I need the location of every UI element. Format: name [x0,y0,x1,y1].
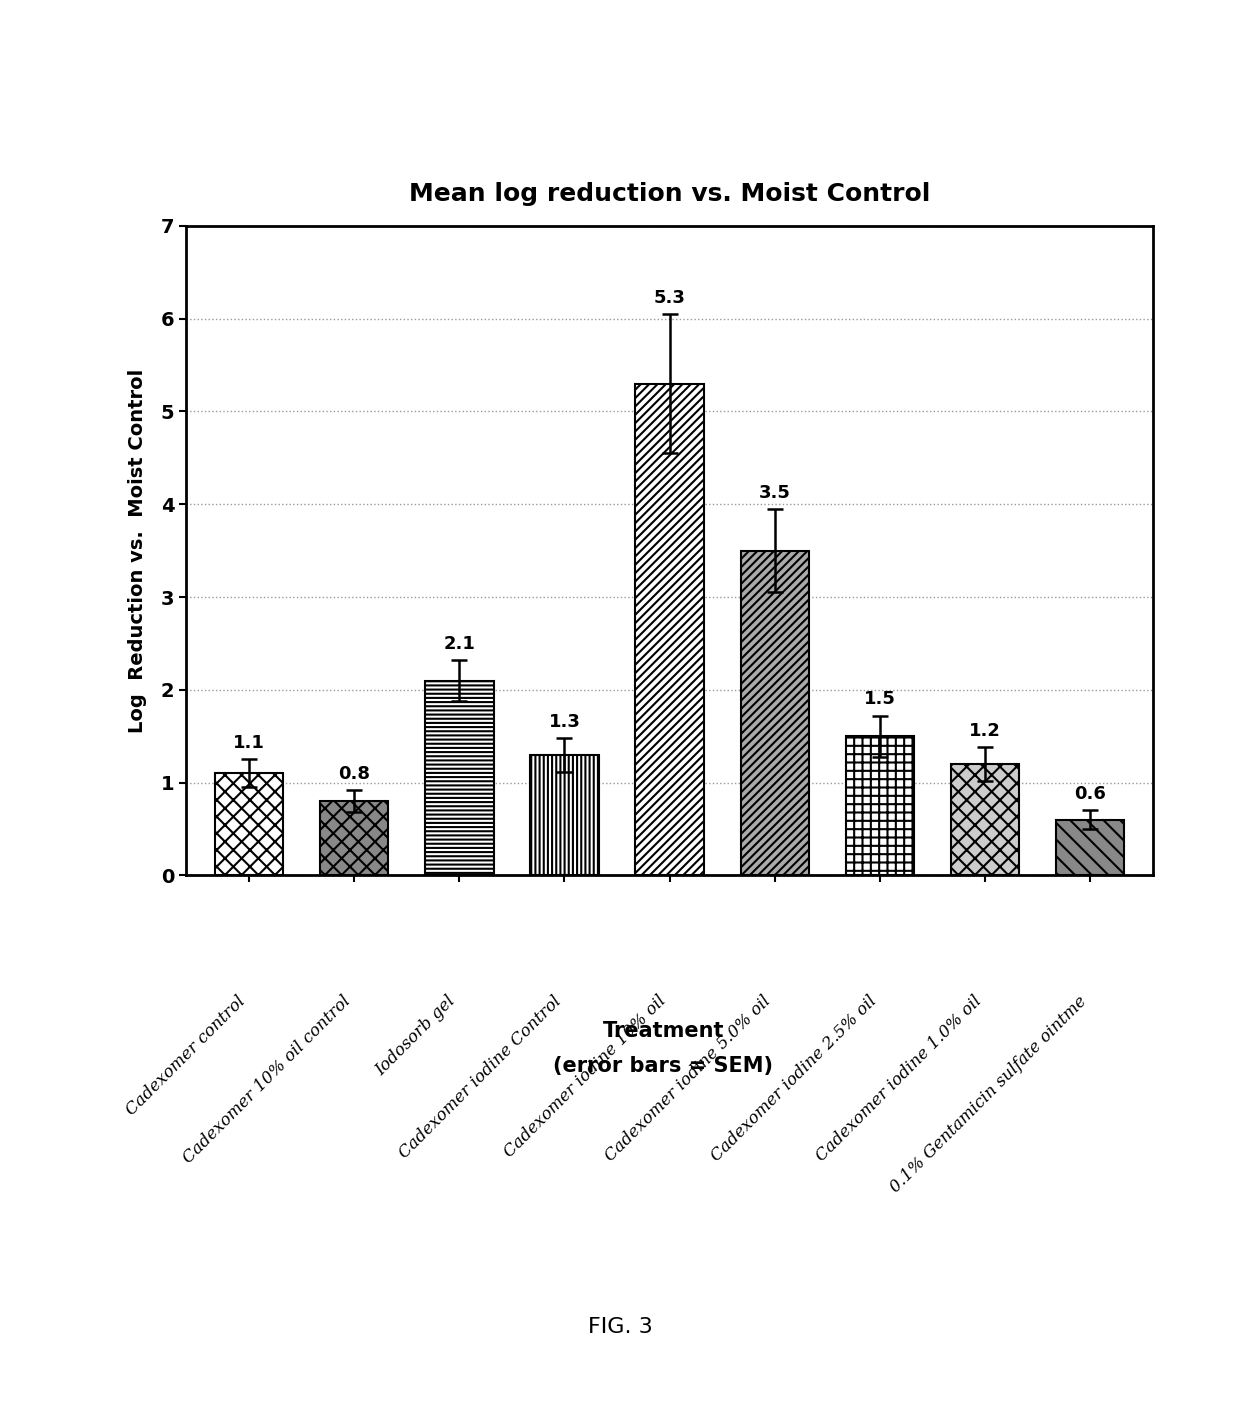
Text: 0.1% Gentamicin sulfate ointme: 0.1% Gentamicin sulfate ointme [887,993,1090,1196]
Bar [215,774,283,875]
Text: Treatment: Treatment [603,1021,724,1041]
Text: 5.3: 5.3 [653,288,686,306]
Text: Cadexomer iodine 5.0% oil: Cadexomer iodine 5.0% oil [603,993,775,1165]
Bar [531,755,599,875]
Text: 1.5: 1.5 [864,690,895,709]
Title: Mean log reduction vs. Moist Control: Mean log reduction vs. Moist Control [409,182,930,206]
Text: 0.8: 0.8 [339,765,371,782]
Text: Cadexomer iodine 10% oil: Cadexomer iodine 10% oil [501,993,670,1161]
Text: 1.3: 1.3 [548,713,580,730]
Y-axis label: Log  Reduction vs.  Moist Control: Log Reduction vs. Moist Control [128,369,146,733]
Bar [635,384,704,875]
Text: Cadexomer iodine Control: Cadexomer iodine Control [396,993,564,1162]
Text: FIG. 3: FIG. 3 [588,1317,652,1337]
Bar [425,681,494,875]
Text: 1.1: 1.1 [233,734,265,753]
Text: Cadexomer iodine 1.0% oil: Cadexomer iodine 1.0% oil [812,993,985,1165]
Text: 0.6: 0.6 [1074,785,1106,803]
Bar [740,551,808,875]
Text: Iodosorb gel: Iodosorb gel [373,993,459,1079]
Bar [846,736,914,875]
Text: (error bars = SEM): (error bars = SEM) [553,1056,774,1076]
Bar [951,764,1019,875]
Text: Cadexomer iodine 2.5% oil: Cadexomer iodine 2.5% oil [707,993,880,1165]
Text: Cadexomer 10% oil control: Cadexomer 10% oil control [180,993,355,1166]
Text: 3.5: 3.5 [759,483,791,501]
Text: 1.2: 1.2 [968,722,1001,740]
Bar [1056,820,1125,875]
Text: 2.1: 2.1 [444,635,475,652]
Bar [320,801,388,875]
Text: Cadexomer control: Cadexomer control [123,993,249,1118]
